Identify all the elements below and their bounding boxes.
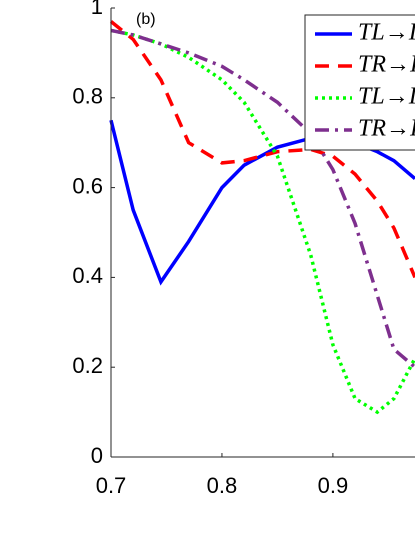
- y-tick-label: 0.6: [72, 173, 103, 198]
- legend-box: [304, 14, 415, 151]
- y-tick-label: 0.2: [72, 353, 103, 378]
- legend-label: TR→I: [358, 116, 415, 142]
- line-series: [110, 28, 415, 369]
- line-series: [109, 119, 415, 286]
- legend-label: TL→I: [358, 84, 415, 110]
- y-tick-label: 0: [91, 443, 103, 468]
- x-tick-label: 0.8: [207, 473, 238, 498]
- line-series: [109, 20, 415, 279]
- y-tick-label: 1: [91, 0, 103, 19]
- y-tick-label: 0.8: [72, 84, 103, 109]
- x-tick-label: 0.7: [96, 473, 127, 498]
- y-tick-label: 0.4: [72, 263, 103, 288]
- annotation: (b): [136, 11, 156, 28]
- legend-label: TL→I: [358, 20, 415, 46]
- x-tick-label: 0.9: [318, 473, 349, 498]
- legend: TL→I TR→I TL→I TR→I: [304, 14, 415, 151]
- legend-label: TR→I: [358, 52, 415, 78]
- plot-area: [109, 20, 415, 415]
